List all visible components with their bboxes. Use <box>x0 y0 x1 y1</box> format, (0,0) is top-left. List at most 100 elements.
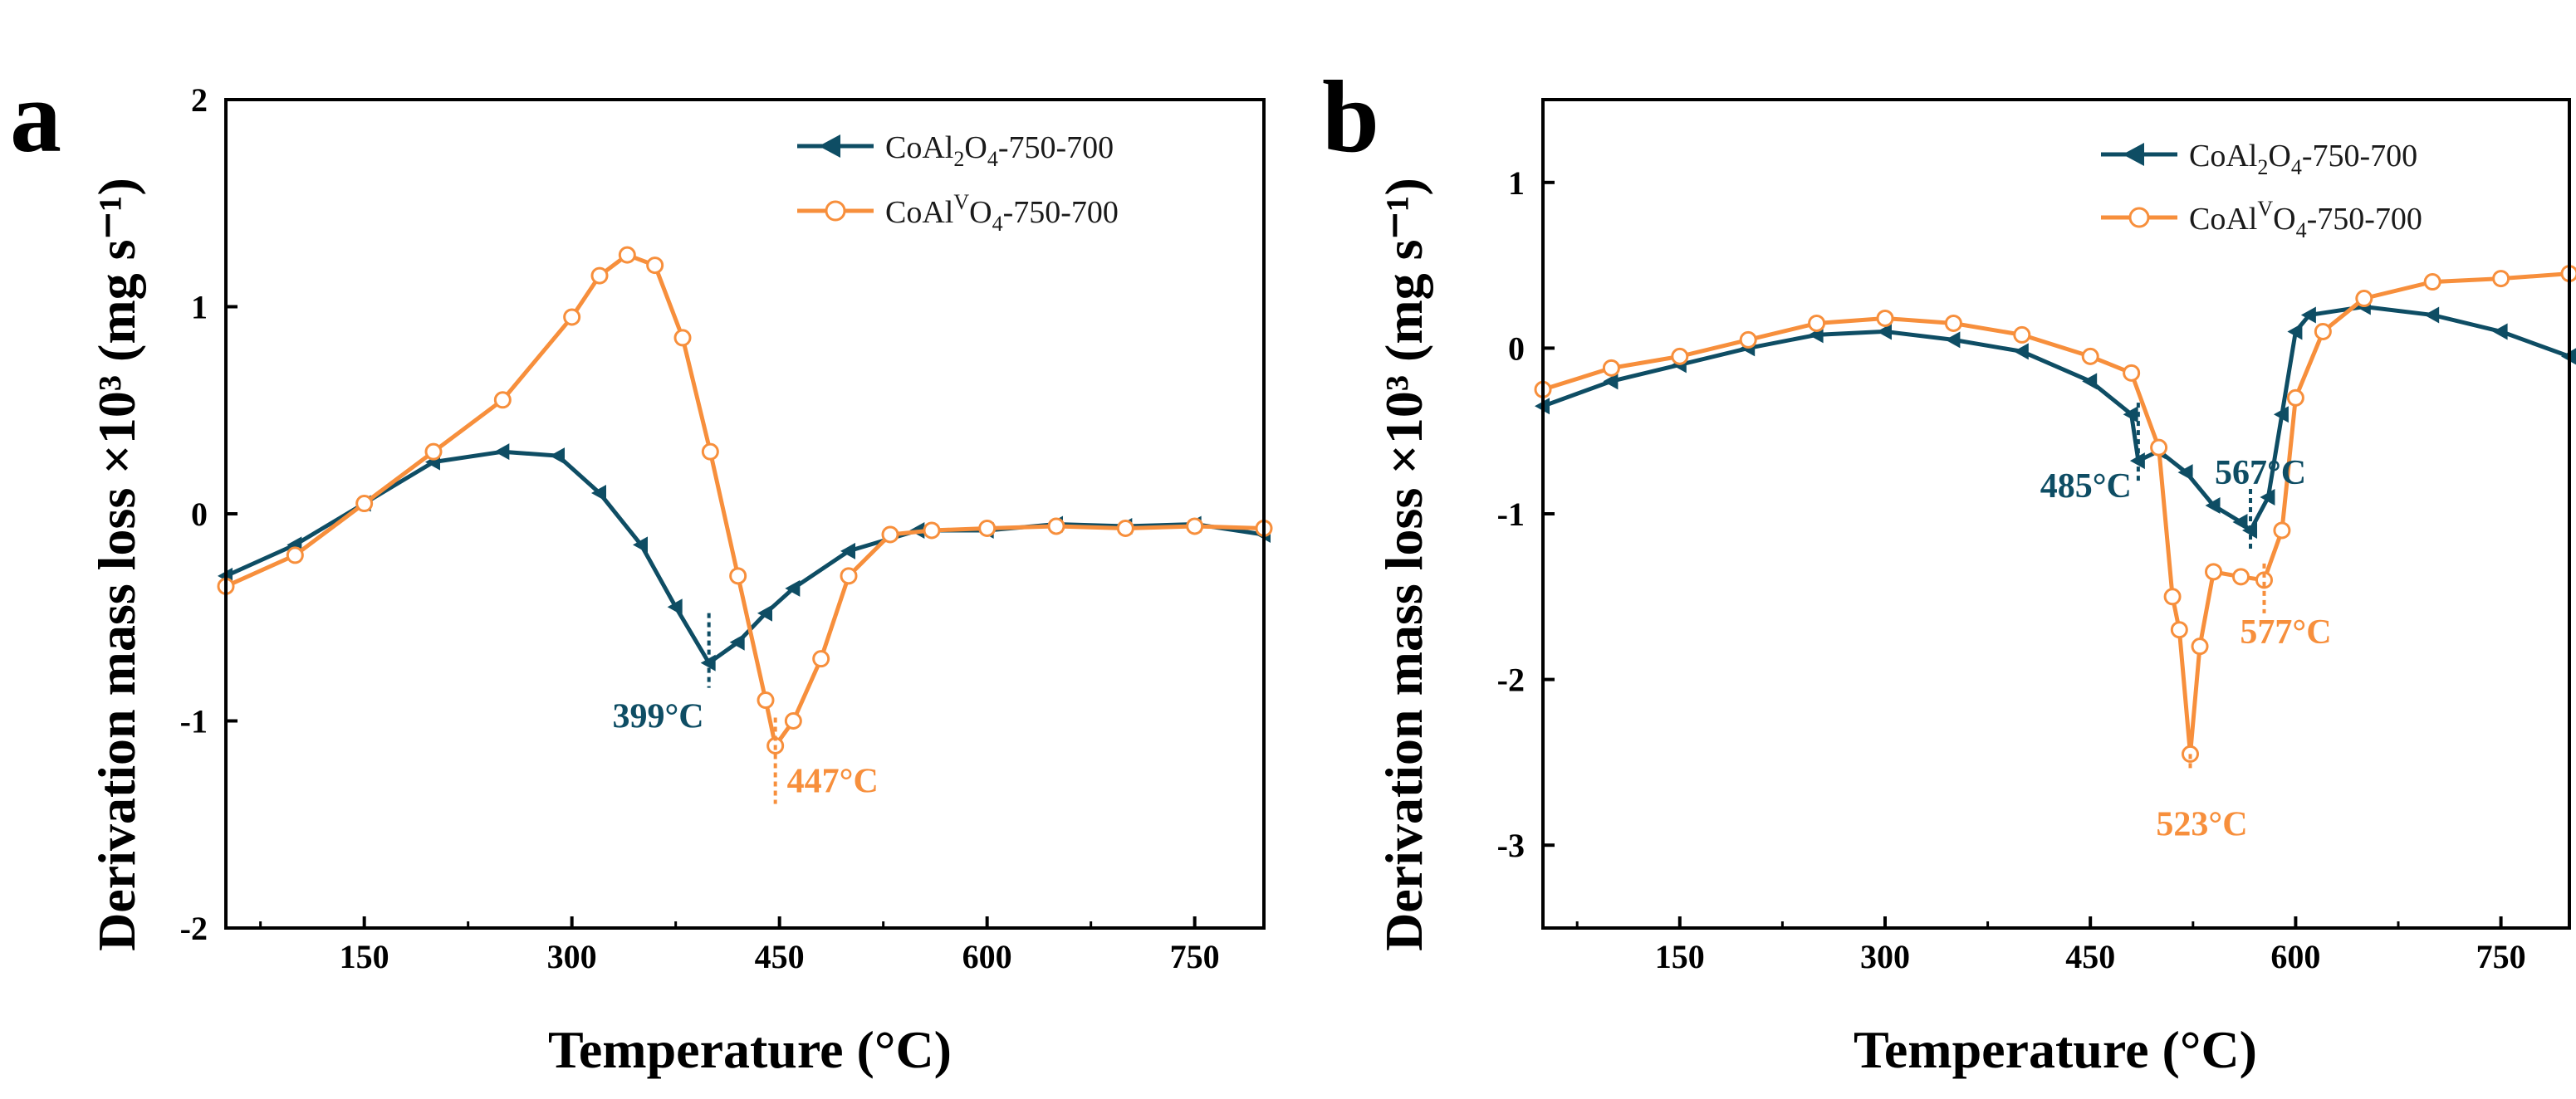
tick-layer-a: 150 300 450 600 750 -2 -1 0 1 2 <box>180 81 1220 975</box>
peak-temperature-label: 523°C <box>2156 805 2247 843</box>
data-point <box>1671 347 1689 365</box>
data-point <box>1603 373 1619 390</box>
data-point <box>2273 521 2291 540</box>
data-point <box>881 525 899 544</box>
data-point <box>2163 588 2182 606</box>
peak-temperature-label: 567°C <box>2215 454 2306 492</box>
x-tick-label: 750 <box>1170 938 1220 975</box>
peak-temperature-label: 447°C <box>787 762 879 800</box>
x-tick-label: 450 <box>2065 938 2115 975</box>
data-point <box>633 536 648 554</box>
data-point <box>757 691 775 710</box>
data-point <box>784 712 802 730</box>
data-point <box>1047 517 1065 535</box>
data-point <box>923 521 941 540</box>
peak-temperature-label: 399°C <box>613 698 704 736</box>
data-point <box>550 447 565 465</box>
plot-area-b <box>1534 265 2576 763</box>
data-point <box>1739 330 1757 349</box>
data-point <box>2273 406 2289 423</box>
legend-marker-s1-a <box>819 134 840 158</box>
data-point <box>1602 359 1620 377</box>
x-tick-label: 300 <box>547 938 597 975</box>
legend-marker-s2-a <box>825 200 846 222</box>
data-point <box>591 485 606 502</box>
panel-label-a: a <box>10 60 61 173</box>
data-point <box>2286 388 2304 407</box>
data-point <box>2013 343 2029 360</box>
data-point <box>590 266 609 285</box>
legend-marker-s2-b <box>2128 207 2150 228</box>
data-point <box>2205 563 2223 581</box>
data-point <box>618 246 636 264</box>
x-tick-label: 300 <box>1860 938 1910 975</box>
plot-area-a <box>217 246 1273 755</box>
data-point <box>1116 519 1134 537</box>
y-tick-label: -2 <box>1497 662 1525 699</box>
chart-panel-a: a Derivation mass loss ×10³ (mg s⁻¹) Tem… <box>10 60 1273 1079</box>
x-tick-label: 600 <box>962 938 1012 975</box>
annotation-layer-b: 485°C 567°C 577°C 523°C <box>2040 403 2332 843</box>
data-point <box>646 256 664 275</box>
data-point <box>2232 513 2248 530</box>
x-tick-label: 600 <box>2270 938 2320 975</box>
legend-b: CoAl2O4-750-700 CoAlVO4-750-700 <box>2101 139 2422 242</box>
data-point <box>978 519 997 537</box>
series-2 <box>217 246 1273 755</box>
series-1 <box>1535 298 2576 539</box>
data-point <box>494 443 510 461</box>
y-tick-label: 0 <box>191 496 208 533</box>
data-point <box>2492 270 2510 288</box>
series-line <box>224 252 1265 748</box>
data-point <box>2355 290 2373 308</box>
data-point <box>2123 406 2138 423</box>
series-1 <box>218 443 1271 672</box>
data-point <box>667 598 683 616</box>
data-point <box>729 567 747 585</box>
y-axis-label-b: Derivation mass loss ×10³ (mg s⁻¹) <box>1374 178 1433 951</box>
data-point <box>2170 621 2188 639</box>
legend-marker-s1-b <box>2123 143 2144 166</box>
data-point <box>2314 322 2332 340</box>
data-point <box>2424 306 2440 324</box>
axes-frame-a <box>224 98 1266 930</box>
chart-panel-b: b Derivation mass loss ×10³ (mg s⁻¹) Tem… <box>1322 60 2576 1079</box>
legend-label-s2-b: CoAlVO4-750-700 <box>2189 197 2422 242</box>
data-point <box>2287 323 2303 340</box>
data-point <box>2177 464 2193 481</box>
series-line <box>1542 305 2570 533</box>
axes-frame-b <box>1541 98 2571 930</box>
x-axis-label-b: Temperature (°C) <box>1854 1020 2257 1079</box>
peak-temperature-label: 485°C <box>2040 467 2132 506</box>
data-point <box>2260 489 2275 506</box>
data-point <box>840 542 855 559</box>
y-tick-label: 1 <box>1508 164 1525 202</box>
data-point <box>729 633 745 651</box>
data-point <box>1877 323 1892 340</box>
data-point <box>2300 306 2316 324</box>
data-point <box>2123 364 2141 382</box>
peak-temperature-label: 577°C <box>2240 613 2331 652</box>
data-point <box>2423 273 2441 291</box>
y-tick-label: -2 <box>180 910 208 947</box>
x-tick-label: 750 <box>2476 938 2526 975</box>
data-point <box>1808 314 1826 332</box>
series-2 <box>1534 265 2576 763</box>
x-tick-label: 150 <box>340 938 389 975</box>
data-point <box>493 391 512 409</box>
data-point <box>2082 373 2098 390</box>
data-point <box>1944 314 1962 332</box>
data-point <box>840 567 858 585</box>
data-point <box>2231 568 2250 586</box>
y-tick-label: -3 <box>1497 827 1525 864</box>
y-tick-label: -1 <box>180 703 208 740</box>
series-line <box>224 449 1265 666</box>
data-point <box>2081 347 2099 365</box>
data-point <box>1186 517 1204 535</box>
legend-label-s1-b: CoAl2O4-750-700 <box>2189 139 2417 179</box>
data-point <box>563 308 581 326</box>
data-point <box>2205 497 2221 515</box>
y-tick-label: 2 <box>191 81 208 119</box>
data-point <box>286 546 304 564</box>
